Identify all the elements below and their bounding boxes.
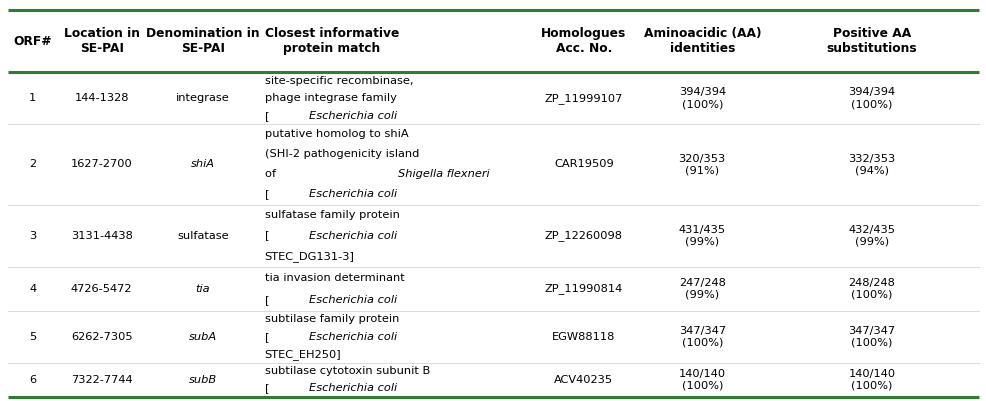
- Text: tia: tia: [195, 284, 210, 294]
- Text: Escherichia coli: Escherichia coli: [309, 231, 396, 241]
- Text: ZP_11999107: ZP_11999107: [544, 93, 622, 104]
- Text: ORF#: ORF#: [13, 34, 52, 48]
- Text: 3: 3: [29, 231, 36, 241]
- Text: Shigella flexneri: Shigella flexneri: [397, 170, 489, 179]
- Text: 3131-4438: 3131-4438: [71, 231, 132, 241]
- Text: 394/394
(100%): 394/394 (100%): [678, 87, 725, 109]
- Text: 7322-7744: 7322-7744: [71, 375, 132, 385]
- Text: 247/248
(99%): 247/248 (99%): [678, 278, 725, 300]
- Text: 2: 2: [29, 160, 36, 169]
- Text: ACV40235: ACV40235: [554, 375, 612, 385]
- Text: 332/353
(94%): 332/353 (94%): [848, 154, 894, 175]
- Text: 6: 6: [29, 375, 36, 385]
- Text: tia invasion determinant: tia invasion determinant: [264, 273, 404, 283]
- Text: shiA: shiA: [190, 160, 215, 169]
- Text: Escherichia coli: Escherichia coli: [309, 190, 396, 199]
- Text: 320/353
(91%): 320/353 (91%): [678, 154, 725, 175]
- Text: 140/140
(100%): 140/140 (100%): [848, 369, 894, 391]
- Text: Escherichia coli: Escherichia coli: [309, 111, 396, 121]
- Text: 1: 1: [29, 93, 36, 103]
- Text: 347/347
(100%): 347/347 (100%): [848, 326, 894, 348]
- Text: Homologues
Acc. No.: Homologues Acc. No.: [540, 27, 626, 55]
- Text: ZP_12260098: ZP_12260098: [544, 230, 622, 241]
- Text: phage integrase family: phage integrase family: [264, 93, 396, 103]
- Text: [: [: [264, 231, 269, 241]
- Text: Aminoacidic (AA)
identities: Aminoacidic (AA) identities: [643, 27, 760, 55]
- Text: CAR19509: CAR19509: [553, 160, 613, 169]
- Text: integrase: integrase: [176, 93, 230, 103]
- Text: Escherichia coli: Escherichia coli: [309, 295, 396, 305]
- Text: sulfatase family protein: sulfatase family protein: [264, 210, 399, 220]
- Text: Closest informative
protein match: Closest informative protein match: [264, 27, 398, 55]
- Text: subB: subB: [188, 375, 217, 385]
- Text: STEC_EH250]: STEC_EH250]: [264, 349, 341, 360]
- Text: ZP_11990814: ZP_11990814: [544, 283, 622, 294]
- Text: [: [: [264, 295, 269, 305]
- Text: 347/347
(100%): 347/347 (100%): [678, 326, 725, 348]
- Text: putative homolog to shiA: putative homolog to shiA: [264, 130, 408, 139]
- Text: 4: 4: [29, 284, 36, 294]
- Text: 432/435
(99%): 432/435 (99%): [848, 225, 894, 246]
- Text: site-specific recombinase,: site-specific recombinase,: [264, 76, 412, 86]
- Text: 394/394
(100%): 394/394 (100%): [848, 87, 894, 109]
- Text: 431/435
(99%): 431/435 (99%): [678, 225, 725, 246]
- Text: subtilase family protein: subtilase family protein: [264, 314, 398, 324]
- Text: [: [: [264, 383, 269, 393]
- Text: 5: 5: [29, 332, 36, 342]
- Text: sulfatase: sulfatase: [176, 231, 229, 241]
- Text: EGW88118: EGW88118: [551, 332, 615, 342]
- Text: (SHI-2 pathogenicity island: (SHI-2 pathogenicity island: [264, 150, 418, 159]
- Text: [: [: [264, 190, 269, 199]
- Text: subA: subA: [188, 332, 217, 342]
- Text: Location in
SE-PAI: Location in SE-PAI: [63, 27, 140, 55]
- Text: Positive AA
substitutions: Positive AA substitutions: [826, 27, 916, 55]
- Text: of: of: [264, 170, 279, 179]
- Text: Escherichia coli: Escherichia coli: [309, 383, 396, 393]
- Text: 144-1328: 144-1328: [74, 93, 129, 103]
- Text: [: [: [264, 111, 269, 121]
- Text: Denomination in
SE-PAI: Denomination in SE-PAI: [146, 27, 259, 55]
- Text: 4726-5472: 4726-5472: [71, 284, 132, 294]
- Text: Escherichia coli: Escherichia coli: [309, 332, 396, 342]
- Text: 6262-7305: 6262-7305: [71, 332, 132, 342]
- Text: 248/248
(100%): 248/248 (100%): [848, 278, 894, 300]
- Text: subtilase cytotoxin subunit B: subtilase cytotoxin subunit B: [264, 367, 429, 377]
- Text: [: [: [264, 332, 269, 342]
- Text: 1627-2700: 1627-2700: [71, 160, 132, 169]
- Text: STEC_DG131-3]: STEC_DG131-3]: [264, 251, 354, 262]
- Text: 140/140
(100%): 140/140 (100%): [678, 369, 725, 391]
